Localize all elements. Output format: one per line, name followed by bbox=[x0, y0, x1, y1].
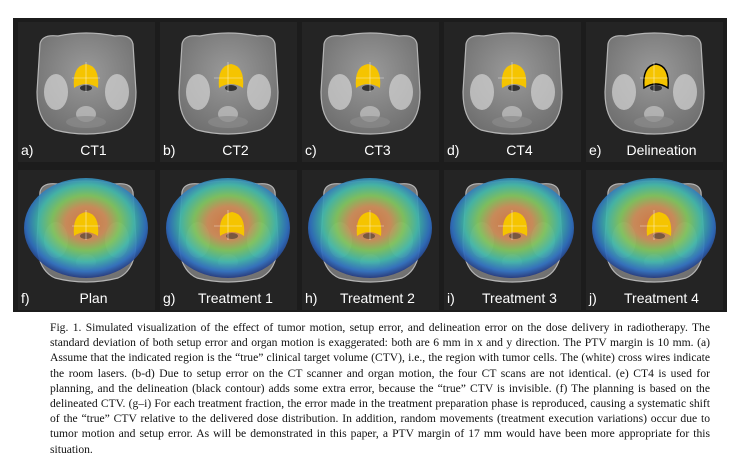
figure-caption: Fig. 1. Simulated visualization of the e… bbox=[50, 321, 710, 456]
panel-treatment-3: i) Treatment 3 bbox=[444, 170, 581, 310]
panel-title: CT1 bbox=[80, 142, 107, 158]
panel-ct4: d) CT4 bbox=[444, 22, 581, 162]
panel-title: CT4 bbox=[506, 142, 533, 158]
panel-title: Delineation bbox=[626, 142, 697, 158]
ct-slice-image bbox=[166, 178, 290, 283]
panel-title: Treatment 1 bbox=[198, 290, 273, 306]
ct-slice-image bbox=[24, 178, 148, 283]
panel-title: CT3 bbox=[364, 142, 391, 158]
panel-treatment-4: j) Treatment 4 bbox=[586, 170, 723, 310]
ct-slice-image bbox=[462, 32, 563, 135]
panel-title: Treatment 3 bbox=[482, 290, 557, 306]
panel-ct3: c) CT3 bbox=[302, 22, 439, 162]
panel-letter: a) bbox=[21, 142, 34, 158]
panel-title: Treatment 2 bbox=[340, 290, 415, 306]
panel-letter: j) bbox=[589, 290, 597, 306]
panel-plan: f) Plan bbox=[18, 170, 155, 310]
ct-slice-image bbox=[450, 178, 574, 283]
panel-letter: b) bbox=[163, 142, 176, 158]
ct-slice-image bbox=[308, 178, 432, 283]
panel-letter: c) bbox=[305, 142, 317, 158]
panel-letter: i) bbox=[447, 290, 455, 306]
ct-slice-image bbox=[320, 32, 421, 135]
panel-ct1: a) CT1 bbox=[18, 22, 155, 162]
panel-letter: g) bbox=[163, 290, 176, 306]
ct-row: a) CT1 b) CT2 c) CT3 d) CT4 e) Delineation bbox=[18, 22, 723, 162]
panel-title: Treatment 4 bbox=[624, 290, 699, 306]
ct-slice-image bbox=[592, 178, 716, 283]
panel-ct2: b) CT2 bbox=[160, 22, 297, 162]
panel-treatment-1: g) Treatment 1 bbox=[160, 170, 297, 310]
ct-slice-image bbox=[178, 32, 279, 135]
panel-letter: e) bbox=[589, 142, 602, 158]
ct-slice-image bbox=[36, 32, 137, 135]
panel-delineation: e) Delineation bbox=[586, 22, 723, 162]
panel-letter: f) bbox=[21, 290, 30, 306]
ct-slice-image bbox=[604, 32, 705, 135]
panel-title: Plan bbox=[79, 290, 108, 306]
figure: a) CT1 b) CT2 c) CT3 d) CT4 e) Delineation f)… bbox=[13, 18, 727, 312]
dose-row: f) Plan g) Treatment 1 h) Treatment 2 i) Tre… bbox=[18, 170, 723, 310]
panel-letter: h) bbox=[305, 290, 318, 306]
panel-title: CT2 bbox=[222, 142, 249, 158]
panel-letter: d) bbox=[447, 142, 460, 158]
panel-treatment-2: h) Treatment 2 bbox=[302, 170, 439, 310]
